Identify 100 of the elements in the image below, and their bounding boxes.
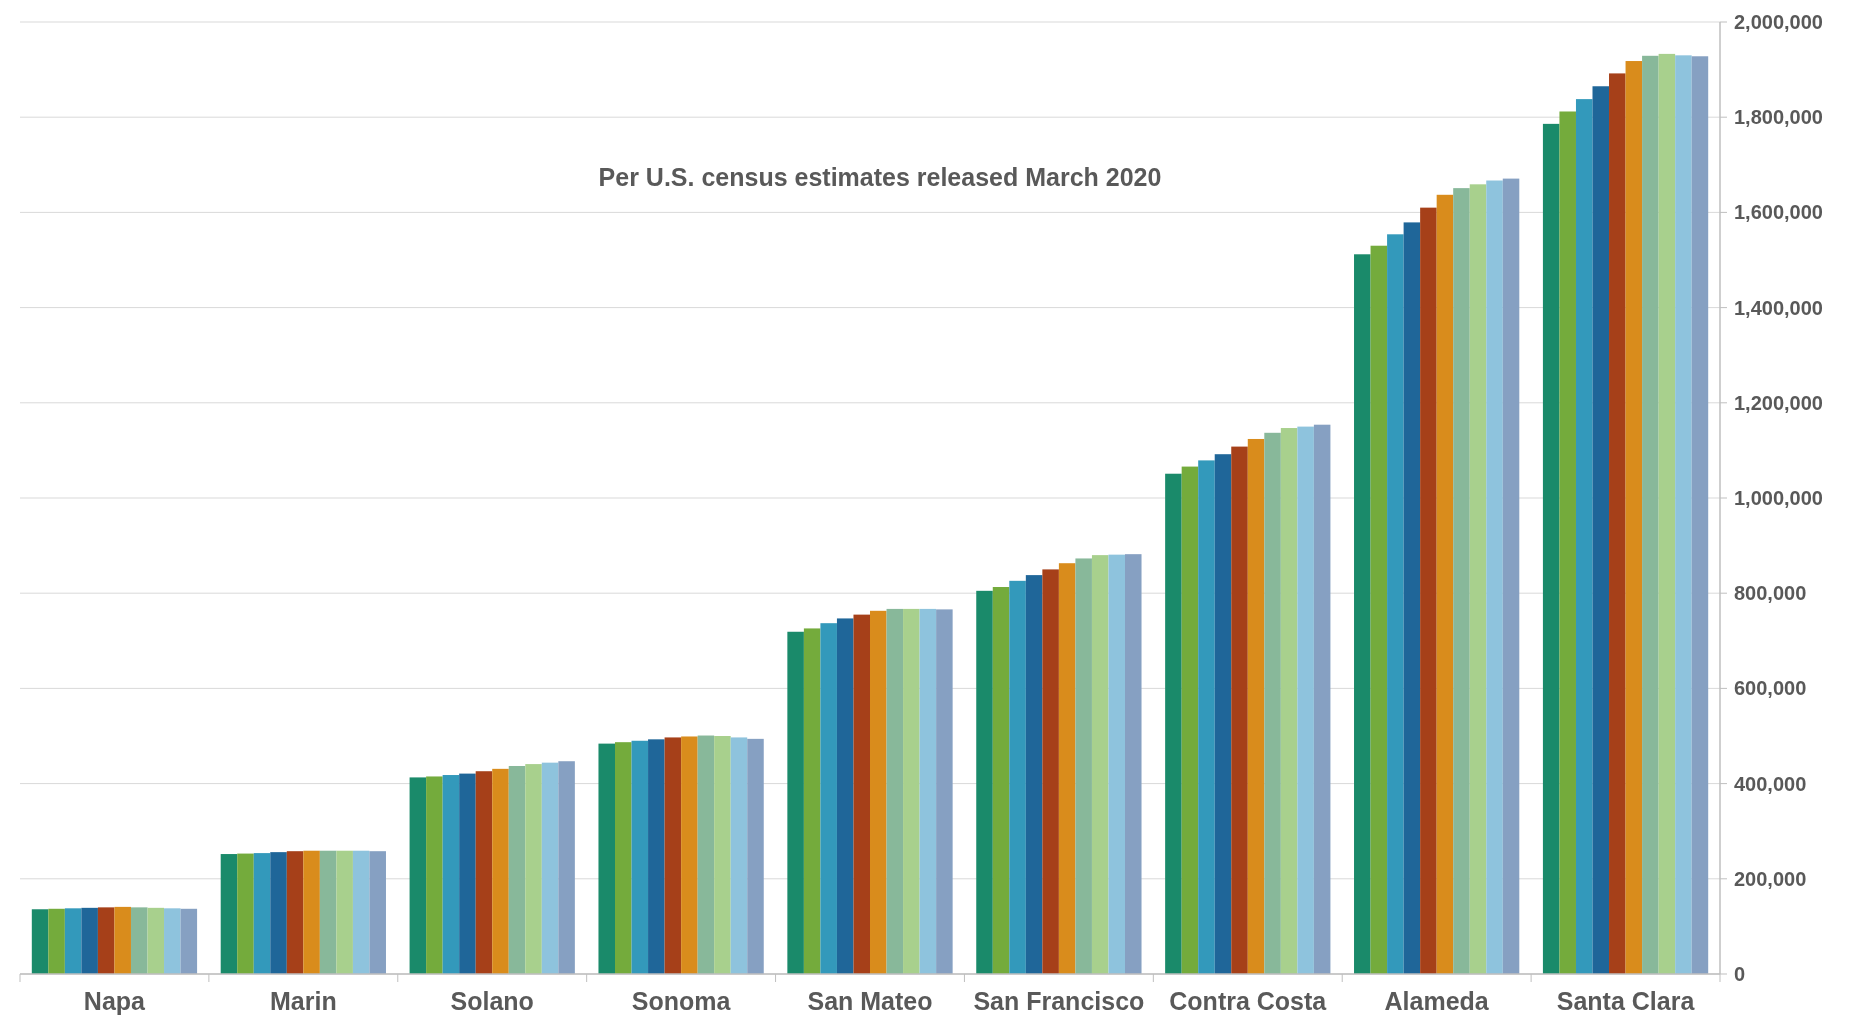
bar: [1575, 99, 1593, 974]
bar: [1642, 55, 1659, 974]
bar: [1453, 188, 1470, 974]
bar: [1370, 245, 1388, 974]
bar: [648, 739, 665, 974]
bar: [147, 907, 165, 974]
bar: [1436, 194, 1454, 974]
bar: [64, 908, 82, 974]
y-tick-label: 1,000,000: [1734, 487, 1823, 509]
bar: [81, 907, 98, 974]
bar: [1198, 460, 1215, 974]
bar: [820, 623, 837, 974]
bar: [459, 773, 476, 974]
bar: [1042, 569, 1059, 974]
x-tick-label: Alameda: [1384, 987, 1490, 1015]
bar: [1542, 123, 1560, 974]
bar: [1297, 426, 1314, 974]
bar: [1009, 580, 1026, 974]
x-tick-label: Contra Costa: [1169, 987, 1328, 1015]
bar: [1214, 454, 1232, 974]
bar: [336, 850, 353, 974]
bar: [836, 618, 854, 974]
bar: [870, 610, 887, 974]
bar: [1280, 428, 1298, 974]
bar: [936, 609, 953, 974]
bar: [409, 777, 427, 974]
bar: [992, 587, 1010, 974]
bar: [1181, 466, 1199, 974]
y-tick-label: 2,000,000: [1734, 11, 1823, 33]
bar: [747, 738, 764, 974]
bar: [697, 735, 715, 974]
bar: [886, 608, 904, 974]
x-tick-label: Sonoma: [631, 987, 732, 1015]
bar: [1313, 424, 1331, 974]
bar: [541, 762, 559, 974]
bar: [1625, 61, 1643, 974]
y-tick-label: 1,600,000: [1734, 201, 1823, 224]
y-tick-label: 200,000: [1734, 867, 1807, 890]
bar: [919, 608, 937, 974]
bar: [1609, 73, 1626, 974]
y-tick-label: 1,200,000: [1734, 391, 1823, 414]
bar: [1592, 86, 1610, 974]
y-tick-label: 800,000: [1734, 582, 1807, 605]
x-tick-label: Napa: [83, 987, 147, 1015]
bar: [598, 743, 615, 974]
bar: [253, 853, 271, 974]
bar: [1058, 563, 1076, 974]
bar: [286, 851, 304, 974]
bar: [1264, 432, 1281, 974]
bar: [1420, 207, 1437, 974]
bar: [48, 908, 65, 974]
bar: [1354, 254, 1371, 974]
bar: [714, 736, 731, 974]
bar: [1403, 222, 1421, 974]
bar: [97, 907, 115, 974]
bar: [558, 761, 575, 974]
y-tick-label: 0: [1734, 963, 1746, 985]
x-tick-label: Solano: [450, 987, 534, 1015]
bar: [303, 850, 320, 974]
bar: [130, 907, 148, 974]
bar: [31, 909, 49, 974]
annotation: Per U.S. census estimates released March 2020: [598, 163, 1162, 191]
bar: [508, 765, 526, 974]
x-tick-label: San Mateo: [807, 987, 933, 1015]
bar: [787, 631, 804, 974]
bar: [903, 608, 920, 974]
bar: [237, 853, 254, 974]
bar: [681, 736, 698, 974]
bar: [1025, 575, 1043, 974]
bar: [270, 852, 287, 974]
bar: [803, 628, 821, 974]
bar: [426, 776, 443, 974]
bar: [525, 764, 542, 974]
bar: [1091, 555, 1109, 974]
bar: [615, 742, 632, 974]
bar: [1247, 438, 1265, 974]
bar: [442, 775, 460, 974]
bar: [1486, 180, 1503, 974]
bar: [1231, 446, 1248, 974]
bar: [1075, 558, 1092, 974]
bar: [492, 768, 509, 974]
x-tick-label: Santa Clara: [1556, 987, 1696, 1015]
bar: [1387, 234, 1404, 974]
bar: [664, 737, 682, 974]
bar: [114, 906, 131, 974]
bar: [319, 850, 337, 974]
y-tick-label: 400,000: [1734, 772, 1807, 795]
y-tick-label: 1,400,000: [1734, 296, 1823, 319]
bar: [1125, 554, 1142, 974]
bar: [352, 850, 370, 974]
bar: [853, 614, 870, 974]
bar: [1165, 473, 1182, 974]
bar: [1691, 56, 1709, 974]
y-tick-label: 600,000: [1734, 677, 1807, 700]
x-tick-label: Marin: [269, 987, 337, 1015]
bar: [1675, 55, 1692, 974]
bar: [1559, 111, 1576, 974]
bar: [1469, 184, 1487, 974]
bar: [475, 771, 493, 974]
x-tick-label: San Francisco: [973, 987, 1145, 1015]
